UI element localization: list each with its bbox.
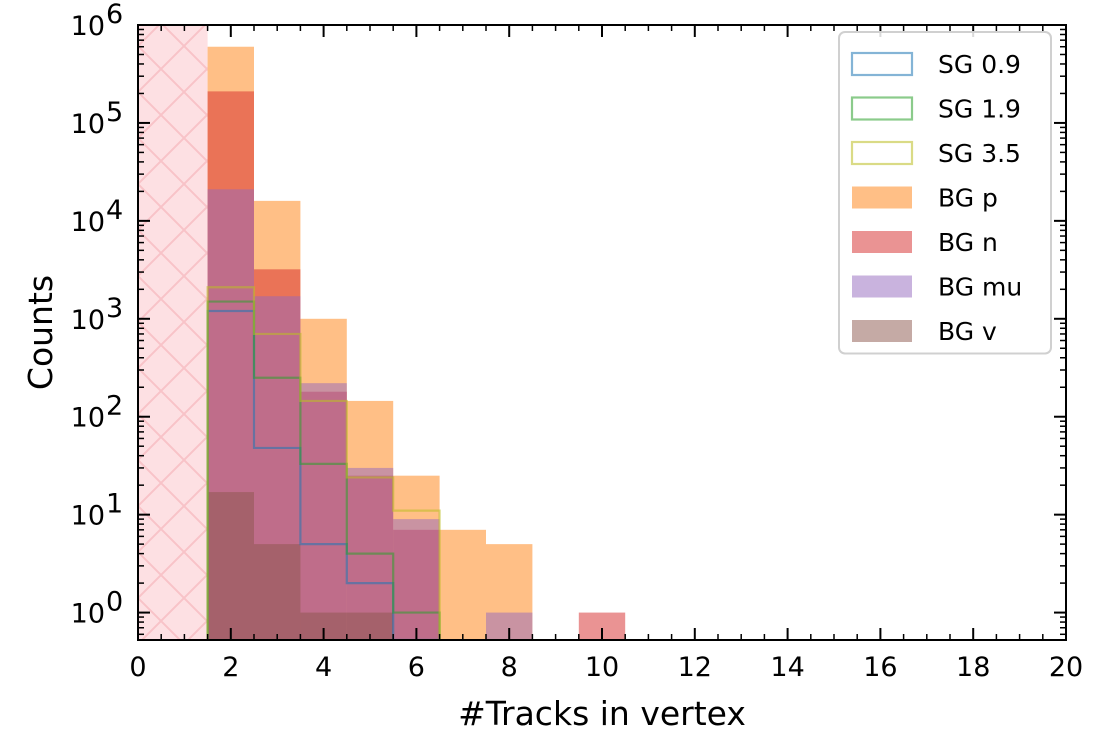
- legend-item: BG mu: [852, 273, 1022, 302]
- y-tick-base: 10: [71, 109, 105, 140]
- legend-item: BG v: [852, 317, 997, 346]
- y-tick-base: 10: [71, 305, 105, 336]
- legend-item: SG 0.9: [850, 50, 1021, 79]
- legend-label: SG 3.5: [938, 139, 1021, 168]
- histogram-bar: [254, 544, 301, 640]
- legend-label: BG p: [938, 184, 998, 213]
- x-tick-label: 16: [863, 652, 897, 683]
- legend-swatch: [852, 186, 912, 209]
- legend-swatch: [850, 96, 914, 121]
- y-tick-exponent: 6: [106, 0, 123, 30]
- y-tick-exponent: 1: [106, 489, 123, 520]
- step-line-sg-1-9: [206, 300, 441, 640]
- y-tick-exponent: 0: [106, 587, 123, 618]
- y-tick-base: 10: [71, 501, 105, 532]
- y-tick-label: 10: [71, 207, 105, 238]
- x-tick-label: 14: [770, 652, 804, 683]
- y-tick-base: 10: [71, 11, 105, 42]
- histogram-bar: [393, 519, 440, 640]
- x-tick-label: 18: [956, 652, 990, 683]
- x-tick-label: 0: [129, 652, 146, 683]
- y-tick-label: 10: [71, 501, 105, 532]
- y-tick-exponent: 5: [106, 97, 123, 128]
- legend-box: [838, 31, 1052, 355]
- y-tick-base: 10: [71, 599, 105, 630]
- series-bg-v: [207, 492, 394, 640]
- histogram-bar: [439, 529, 486, 640]
- legend-item: BG p: [852, 184, 998, 213]
- y-tick-exponent: 3: [106, 293, 123, 324]
- y-tick-label: 10: [71, 403, 105, 434]
- y-tick-exponent: 2: [106, 391, 123, 422]
- legend-label: SG 0.9: [938, 50, 1021, 79]
- y-tick-base: 10: [71, 403, 105, 434]
- legend-swatch: [852, 320, 912, 342]
- legend-label: SG 1.9: [938, 95, 1021, 124]
- legend-item: BG n: [852, 228, 998, 257]
- x-tick-label: 10: [585, 652, 619, 683]
- y-axis-label: Counts: [21, 275, 60, 390]
- histogram-bar: [300, 383, 347, 640]
- x-tick-label: 4: [315, 652, 332, 683]
- legend-swatch: [852, 231, 912, 253]
- legend-swatch: [850, 140, 914, 166]
- step-line-sg-3-5: [206, 286, 441, 640]
- x-tick-label: 12: [678, 652, 712, 683]
- y-tick-label: 10: [71, 599, 105, 630]
- legend-item: SG 3.5: [850, 139, 1021, 168]
- x-tick-label: 20: [1049, 652, 1083, 683]
- legend-label: BG v: [938, 317, 997, 346]
- excluded-region-hatch: [138, 25, 208, 640]
- legend-swatch: [852, 275, 912, 298]
- y-tick-label: 10: [71, 109, 105, 140]
- legend-item: SG 1.9: [850, 95, 1021, 124]
- y-tick-label: 10: [71, 11, 105, 42]
- x-tick-label: 6: [408, 652, 425, 683]
- legend-label: BG mu: [938, 273, 1022, 302]
- x-tick-label: 8: [501, 652, 518, 683]
- legend-label: BG n: [938, 228, 998, 257]
- legend-swatch: [850, 51, 914, 77]
- x-tick-label: 2: [222, 652, 239, 683]
- y-tick-base: 10: [71, 207, 105, 238]
- y-tick-exponent: 4: [106, 195, 123, 226]
- y-tick-label: 10: [71, 305, 105, 336]
- x-axis-label: #Tracks in vertex: [458, 694, 746, 733]
- histogram-bar: [207, 492, 254, 640]
